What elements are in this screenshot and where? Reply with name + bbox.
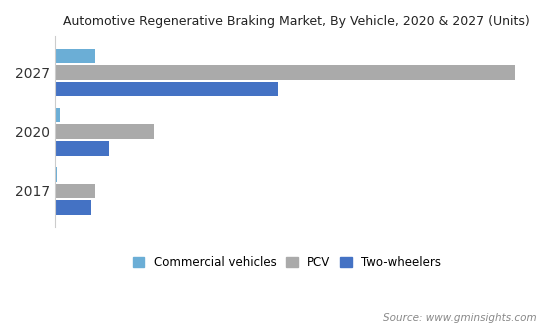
Bar: [55, 49, 95, 63]
Title: Automotive Regenerative Braking Market, By Vehicle, 2020 & 2027 (Units): Automotive Regenerative Braking Market, …: [63, 15, 530, 28]
Bar: [55, 184, 95, 198]
Bar: [55, 167, 58, 182]
Text: Source: www.gminsights.com: Source: www.gminsights.com: [383, 313, 536, 323]
Bar: [55, 108, 60, 123]
Bar: [55, 141, 109, 156]
Bar: [55, 125, 154, 139]
Bar: [55, 200, 91, 215]
Legend: Commercial vehicles, PCV, Two-wheelers: Commercial vehicles, PCV, Two-wheelers: [129, 252, 445, 273]
Bar: [55, 65, 515, 80]
Bar: [55, 82, 278, 96]
